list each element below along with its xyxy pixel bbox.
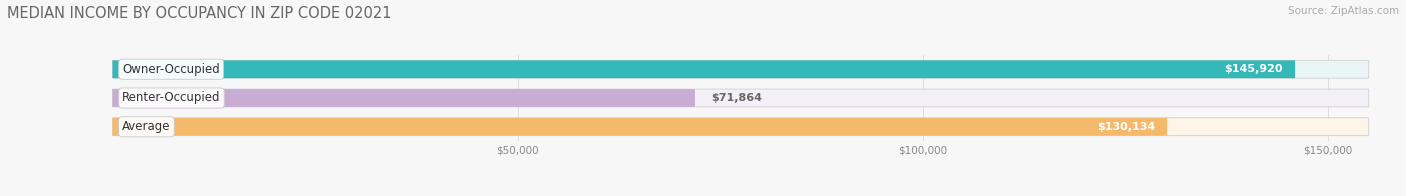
FancyBboxPatch shape bbox=[112, 60, 1368, 78]
Text: Renter-Occupied: Renter-Occupied bbox=[122, 92, 221, 104]
FancyBboxPatch shape bbox=[112, 89, 695, 107]
Text: Source: ZipAtlas.com: Source: ZipAtlas.com bbox=[1288, 6, 1399, 16]
Text: MEDIAN INCOME BY OCCUPANCY IN ZIP CODE 02021: MEDIAN INCOME BY OCCUPANCY IN ZIP CODE 0… bbox=[7, 6, 391, 21]
FancyBboxPatch shape bbox=[112, 118, 1368, 136]
Text: Owner-Occupied: Owner-Occupied bbox=[122, 63, 219, 76]
Text: $145,920: $145,920 bbox=[1225, 64, 1282, 74]
Text: $71,864: $71,864 bbox=[711, 93, 762, 103]
FancyBboxPatch shape bbox=[112, 60, 1295, 78]
Text: Average: Average bbox=[122, 120, 170, 133]
FancyBboxPatch shape bbox=[112, 89, 1368, 107]
Text: $130,134: $130,134 bbox=[1097, 122, 1154, 132]
FancyBboxPatch shape bbox=[112, 118, 1167, 136]
